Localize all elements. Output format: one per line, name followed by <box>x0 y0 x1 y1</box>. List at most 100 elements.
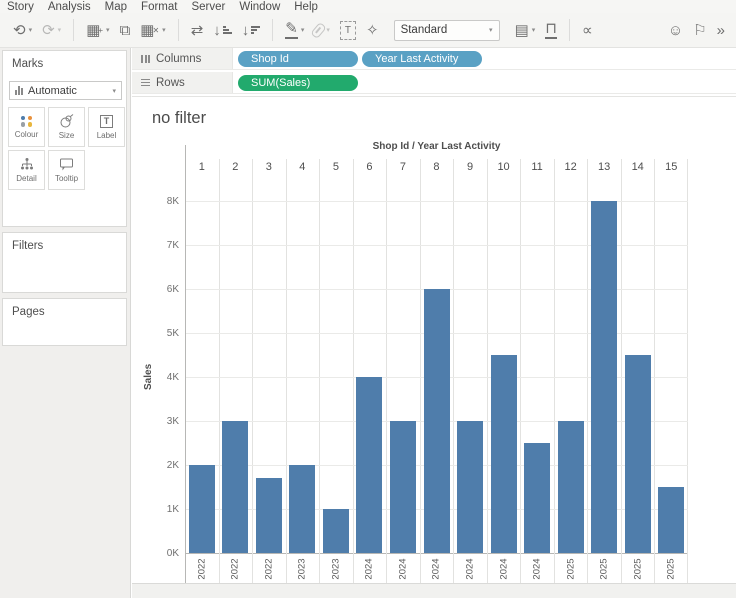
year-label-9: 2024 <box>498 558 510 580</box>
run-update-icon[interactable]: ⟳ ▾ <box>38 20 65 41</box>
rows-pill-0[interactable]: SUM(Sales) <box>238 74 358 91</box>
menu-item-story[interactable]: Story <box>7 1 34 13</box>
menu-item-format[interactable]: Format <box>141 1 178 13</box>
menu-item-help[interactable]: Help <box>294 1 318 13</box>
bar-shop-9[interactable] <box>457 421 484 553</box>
column-header-3: 3 <box>265 161 272 173</box>
toolbar-divider <box>177 19 179 41</box>
mark-type-selector[interactable]: Automatic ▾ <box>9 81 122 100</box>
horizontal-scrollbar[interactable] <box>132 583 736 598</box>
filters-card-title: Filters <box>12 240 44 252</box>
menu-item-server[interactable]: Server <box>191 1 226 13</box>
toolbar-divider <box>272 19 274 41</box>
new-worksheet-icon[interactable]: ▦ + ▾ <box>82 20 113 41</box>
column-divider <box>286 159 287 584</box>
menu-item-window[interactable]: Window <box>239 1 281 13</box>
detail-button[interactable]: Detail <box>8 150 45 190</box>
bar-shop-8[interactable] <box>423 289 450 553</box>
bar-shop-12[interactable] <box>557 421 584 553</box>
column-header-4: 4 <box>299 161 306 173</box>
tooltip-button[interactable]: Tooltip <box>48 150 85 190</box>
flag-icon[interactable]: ⚐ <box>689 20 710 41</box>
fit-selector[interactable]: Standard ▾ <box>393 19 500 41</box>
y-tick-label: 6K <box>166 284 179 295</box>
column-header-8: 8 <box>433 161 440 173</box>
hyperlink-icon[interactable]: ▾ <box>310 20 334 41</box>
bar-shop-3[interactable] <box>255 478 282 553</box>
bar-shop-2[interactable] <box>222 421 249 553</box>
colour-dots-icon <box>20 115 33 127</box>
clear-sheet-icon[interactable]: ▦ ✕ ▾ <box>136 20 169 41</box>
fit-selector-value: Standard <box>400 24 448 36</box>
show-mark-labels-icon[interactable]: ▤ ▾ <box>511 20 540 41</box>
columns-pill-1[interactable]: Year Last Activity <box>362 50 482 67</box>
filters-card[interactable]: Filters <box>2 232 127 293</box>
columns-shelf[interactable]: Columns Shop Id Year Last Activity <box>132 48 736 70</box>
column-header-11: 11 <box>531 161 543 173</box>
column-divider <box>654 159 655 584</box>
sheet-title[interactable]: no filter <box>152 109 207 127</box>
column-divider <box>621 159 622 584</box>
colour-button[interactable]: Colour <box>8 107 45 147</box>
chevron-down-icon: ▾ <box>57 26 62 34</box>
label-text-icon: T <box>99 114 114 128</box>
label-button[interactable]: T Label <box>88 107 125 147</box>
worksheet-canvas: no filter Sales Shop Id / Year Last Acti… <box>132 96 736 585</box>
bar-shop-4[interactable] <box>289 465 316 553</box>
pause-auto-updates-icon[interactable]: ⟲ ▾ <box>9 20 36 41</box>
toolbar-glyph: ▤ <box>514 21 529 39</box>
year-label-0: 2022 <box>196 558 208 580</box>
feedback-face-icon[interactable]: ☺ <box>664 20 687 41</box>
toolbar-glyph <box>310 21 328 39</box>
highlight-pen-icon[interactable]: ✎ ▾ <box>281 18 308 42</box>
menu-item-analysis[interactable]: Analysis <box>47 1 91 13</box>
year-label-8: 2024 <box>464 558 476 580</box>
presentation-mode-icon[interactable]: ⊓ <box>541 18 561 42</box>
columns-shelf-label: Columns <box>132 48 233 69</box>
bar-chart-icon <box>15 86 23 95</box>
toolbar-glyph: ☺ <box>667 21 684 39</box>
bar-shop-13[interactable] <box>591 201 618 553</box>
bar-shop-15[interactable] <box>658 487 685 553</box>
y-axis-line <box>185 145 186 584</box>
column-header-1: 1 <box>198 161 205 173</box>
bar-shop-5[interactable] <box>322 509 349 553</box>
toolbar-glyph: ⧉ <box>119 21 131 39</box>
colour-button-label: Colour <box>14 129 39 139</box>
chevron-down-icon: ▾ <box>489 27 493 34</box>
duplicate-sheet-icon[interactable]: ⧉ <box>116 20 135 41</box>
pages-card-title: Pages <box>12 306 45 318</box>
y-tick-label: 2K <box>166 460 179 471</box>
column-divider <box>520 159 521 584</box>
column-header-2: 2 <box>232 161 239 173</box>
sort-ascending-icon[interactable]: ↓ <box>209 20 236 41</box>
bar-shop-7[interactable] <box>389 421 416 553</box>
size-button[interactable]: Size <box>48 107 85 147</box>
mark-type-value: Automatic <box>28 84 77 97</box>
column-divider <box>687 159 688 584</box>
marks-buttons: Colour Size T Label Detail Tooltip <box>8 107 127 190</box>
swap-rows-columns-icon[interactable]: ⇄ <box>187 20 208 41</box>
rows-shelf[interactable]: Rows SUM(Sales) <box>132 72 736 94</box>
sort-descending-icon[interactable]: ↓ <box>238 20 265 41</box>
highlight-star-icon[interactable]: ✧ <box>362 20 383 41</box>
year-label-5: 2024 <box>363 558 375 580</box>
overflow-chevron-icon[interactable]: » <box>713 20 729 41</box>
y-tick-label: 8K <box>166 196 179 207</box>
bar-shop-1[interactable] <box>188 465 215 553</box>
text-annotation-icon[interactable]: T <box>336 18 360 43</box>
columns-pill-0[interactable]: Shop Id <box>238 50 358 67</box>
share-icon[interactable]: ∝ <box>578 20 597 41</box>
bar-shop-10[interactable] <box>490 355 517 553</box>
menu-item-map[interactable]: Map <box>104 1 128 13</box>
bar-shop-6[interactable] <box>356 377 383 553</box>
pages-card[interactable]: Pages <box>2 298 127 346</box>
toolbar-glyph: ▦ <box>140 21 155 39</box>
y-tick-label: 7K <box>166 240 179 251</box>
chevron-down-icon: ▾ <box>326 26 330 34</box>
menu-bar: Story Analysis Map Format Server Window Help <box>0 0 736 13</box>
toolbar-divider <box>568 19 570 41</box>
column-divider <box>420 159 421 584</box>
bar-shop-14[interactable] <box>624 355 651 553</box>
bar-shop-11[interactable] <box>524 443 551 553</box>
